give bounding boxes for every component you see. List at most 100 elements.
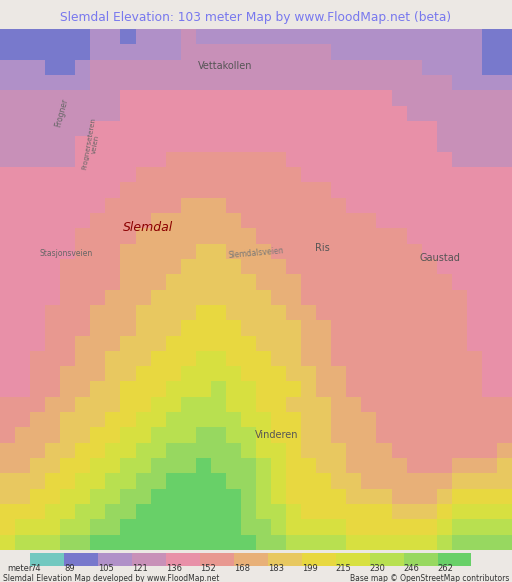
Bar [136, 274, 151, 289]
Bar [316, 198, 331, 213]
Bar [90, 335, 105, 351]
Bar [120, 167, 136, 182]
Bar [0, 335, 15, 351]
Bar [376, 106, 392, 121]
Bar [271, 519, 286, 535]
Bar [361, 244, 376, 259]
Text: Stasjonsveien: Stasjonsveien [40, 249, 93, 258]
Bar [30, 90, 45, 106]
Bar [151, 535, 166, 550]
Bar [166, 152, 181, 167]
Bar [151, 305, 166, 320]
Bar [0, 366, 15, 381]
Bar [316, 535, 331, 550]
Bar [120, 381, 136, 397]
Bar [256, 121, 271, 136]
Bar [151, 473, 166, 489]
Bar [497, 136, 512, 152]
Bar [256, 75, 271, 90]
Bar [181, 198, 196, 213]
Bar [256, 381, 271, 397]
Bar [376, 504, 392, 519]
Bar [45, 366, 60, 381]
Bar [226, 228, 241, 244]
Bar [15, 335, 30, 351]
Bar [392, 427, 407, 443]
Bar [45, 458, 60, 473]
Bar [60, 381, 75, 397]
Bar [15, 519, 30, 535]
Bar [15, 136, 30, 152]
Text: 215: 215 [336, 564, 351, 573]
Bar [497, 198, 512, 213]
Bar [482, 60, 497, 75]
Bar [136, 289, 151, 305]
Bar [196, 397, 211, 412]
Bar [90, 136, 105, 152]
Bar [286, 244, 301, 259]
Bar [15, 244, 30, 259]
Bar [437, 90, 452, 106]
Bar [452, 305, 467, 320]
Bar [361, 335, 376, 351]
Bar [211, 259, 226, 274]
Bar [407, 244, 422, 259]
Bar [211, 427, 226, 443]
Bar [331, 60, 346, 75]
Bar [151, 121, 166, 136]
Bar [316, 473, 331, 489]
Bar [0, 60, 15, 75]
Bar [452, 535, 467, 550]
Bar [361, 535, 376, 550]
Bar [301, 213, 316, 228]
Bar [120, 320, 136, 335]
Bar [392, 443, 407, 458]
Bar [346, 351, 361, 366]
Bar [361, 366, 376, 381]
Bar [211, 443, 226, 458]
Text: 199: 199 [302, 564, 317, 573]
Bar [60, 106, 75, 121]
Bar [241, 167, 256, 182]
Bar [316, 136, 331, 152]
Bar [346, 121, 361, 136]
Bar [196, 136, 211, 152]
Bar [90, 458, 105, 473]
Bar [241, 259, 256, 274]
Bar [0, 274, 15, 289]
Bar [361, 458, 376, 473]
Bar [346, 397, 361, 412]
Bar [151, 213, 166, 228]
Bar [497, 412, 512, 427]
Bar [75, 75, 90, 90]
Bar [316, 167, 331, 182]
Bar [241, 489, 256, 504]
Bar [467, 29, 482, 44]
Bar [166, 75, 181, 90]
Bar [346, 182, 361, 198]
Bar [331, 504, 346, 519]
Bar [407, 228, 422, 244]
Bar [346, 90, 361, 106]
Bar [437, 244, 452, 259]
Bar [407, 366, 422, 381]
Bar [241, 75, 256, 90]
Bar [181, 519, 196, 535]
Bar [316, 366, 331, 381]
Bar [271, 90, 286, 106]
Bar [361, 412, 376, 427]
Bar [361, 121, 376, 136]
Bar [60, 274, 75, 289]
Bar [286, 427, 301, 443]
Bar [60, 351, 75, 366]
Bar [151, 106, 166, 121]
Bar [331, 213, 346, 228]
Bar [422, 366, 437, 381]
Bar [105, 44, 120, 60]
Bar [151, 504, 166, 519]
Bar [30, 473, 45, 489]
Bar [60, 489, 75, 504]
Bar [120, 305, 136, 320]
Bar [120, 473, 136, 489]
Bar [392, 504, 407, 519]
